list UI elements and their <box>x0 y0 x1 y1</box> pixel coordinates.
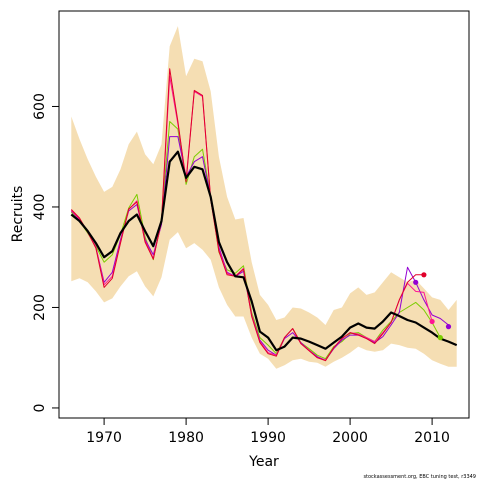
y-tick-label-400: 400 <box>32 194 48 221</box>
x-tick-label-1980: 1980 <box>168 430 204 446</box>
plot-frame <box>58 10 470 419</box>
end-point-4 <box>437 335 443 341</box>
x-tick-label-1970: 1970 <box>86 430 122 446</box>
end-point-2 <box>413 279 419 285</box>
y-tick-label-0: 0 <box>32 404 48 413</box>
end-point-1 <box>421 272 427 278</box>
x-tick-label-2000: 2000 <box>332 430 368 446</box>
y-tick-label-200: 200 <box>32 294 48 321</box>
plot-layer <box>70 26 458 369</box>
end-point-3 <box>429 318 435 325</box>
y-tick-label-600: 600 <box>32 93 48 120</box>
x-tick-label-2010: 2010 <box>414 430 450 446</box>
retro-series-line-4 <box>70 68 424 362</box>
main-estimate-line <box>70 150 458 352</box>
y-axis-title: Recruits <box>10 186 26 243</box>
x-tick-label-1990: 1990 <box>250 430 286 446</box>
x-axis-title: Year <box>248 454 279 470</box>
end-point-5 <box>445 324 452 330</box>
y-axis: 0 200 400 600 <box>32 93 59 412</box>
footnote: stockassessment.org, EBC tuning test, r3… <box>363 474 476 480</box>
x-axis: 1970 1980 1990 2000 2010 <box>86 418 450 446</box>
retro-series-line-1 <box>70 121 441 360</box>
